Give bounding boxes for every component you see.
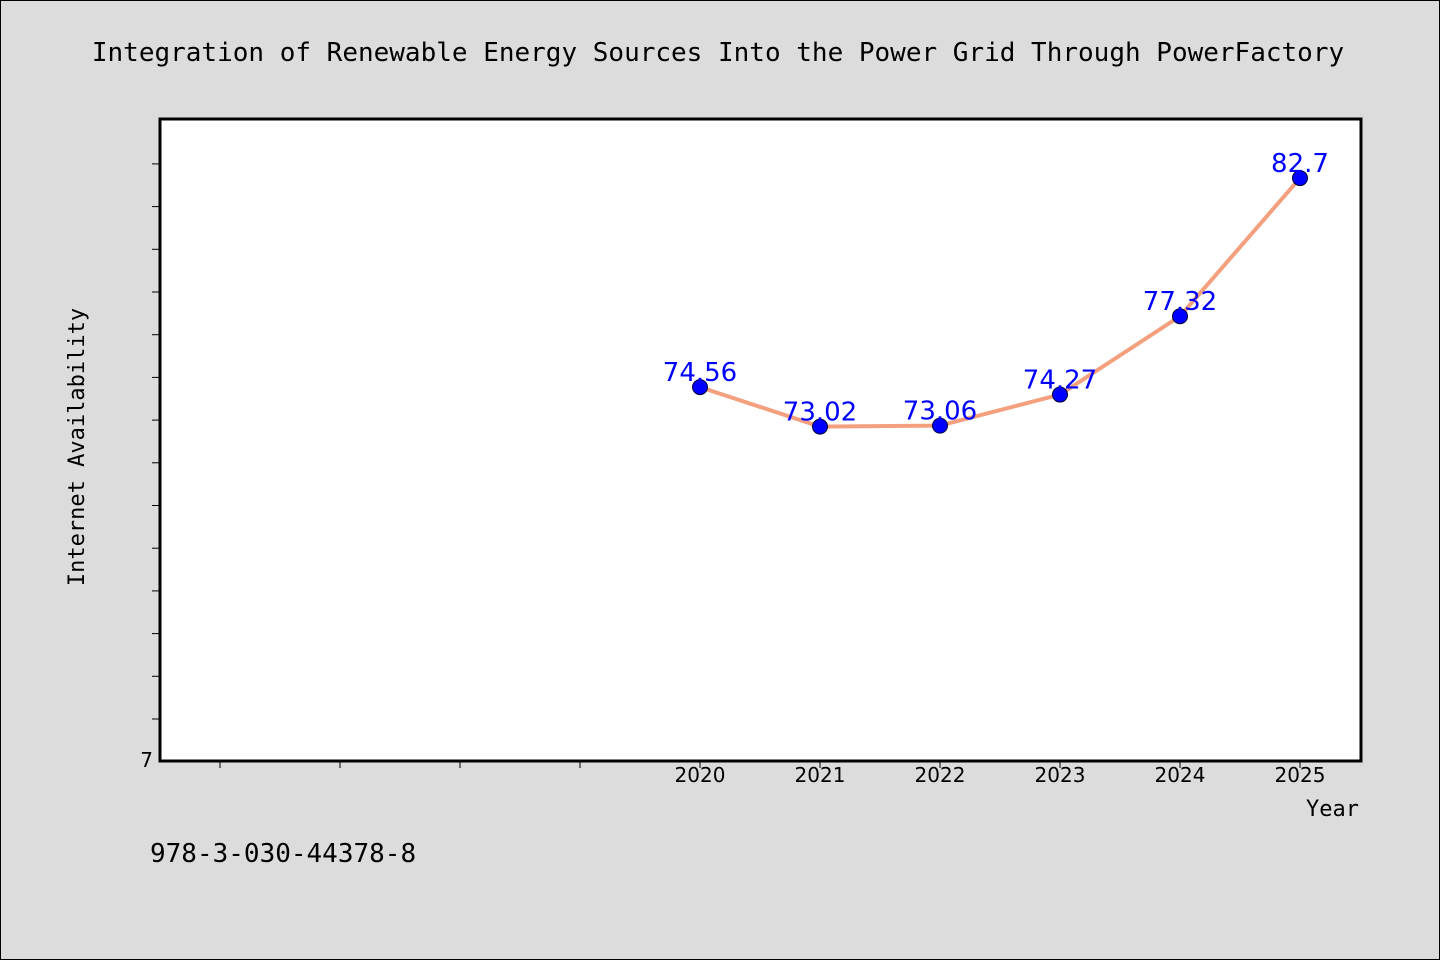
chart-title: Integration of Renewable Energy Sources … (92, 38, 1344, 68)
y-axis-ticks (152, 163, 160, 720)
data-point (1052, 386, 1068, 403)
isbn-label: 978-3-030-44378-8 (150, 839, 416, 869)
data-point (692, 379, 708, 396)
x-tick-labels: 2020 2021 2022 2023 2024 2025 (675, 763, 1326, 787)
x-tick-label: 2025 (1275, 763, 1326, 787)
data-label: 82.7 (1271, 149, 1329, 179)
y-axis-title: Internet Availability (65, 308, 90, 586)
x-tick-label: 2023 (1035, 763, 1086, 787)
data-label: 74.56 (663, 358, 737, 388)
x-tick-label: 2020 (675, 763, 726, 787)
data-point (932, 417, 948, 434)
series-line (698, 176, 1302, 429)
data-labels: 74.56 73.02 73.06 74.27 77.32 82.7 (663, 149, 1329, 428)
x-tick-label: 2021 (795, 763, 846, 787)
data-label: 77.32 (1143, 287, 1217, 317)
series-markers (692, 170, 1308, 435)
data-label: 73.06 (903, 397, 977, 427)
x-axis-title: Year (1306, 797, 1359, 822)
x-axis-ticks (219, 761, 1301, 768)
data-label: 74.27 (1023, 366, 1097, 396)
plot-area (158, 117, 1363, 763)
x-tick-label: 2024 (1155, 763, 1206, 787)
y-tick-label: 7 (140, 748, 153, 772)
data-label: 73.02 (783, 398, 857, 428)
data-point (1292, 170, 1308, 187)
x-tick-label: 2022 (915, 763, 966, 787)
data-point (812, 418, 828, 435)
data-point (1172, 308, 1188, 325)
